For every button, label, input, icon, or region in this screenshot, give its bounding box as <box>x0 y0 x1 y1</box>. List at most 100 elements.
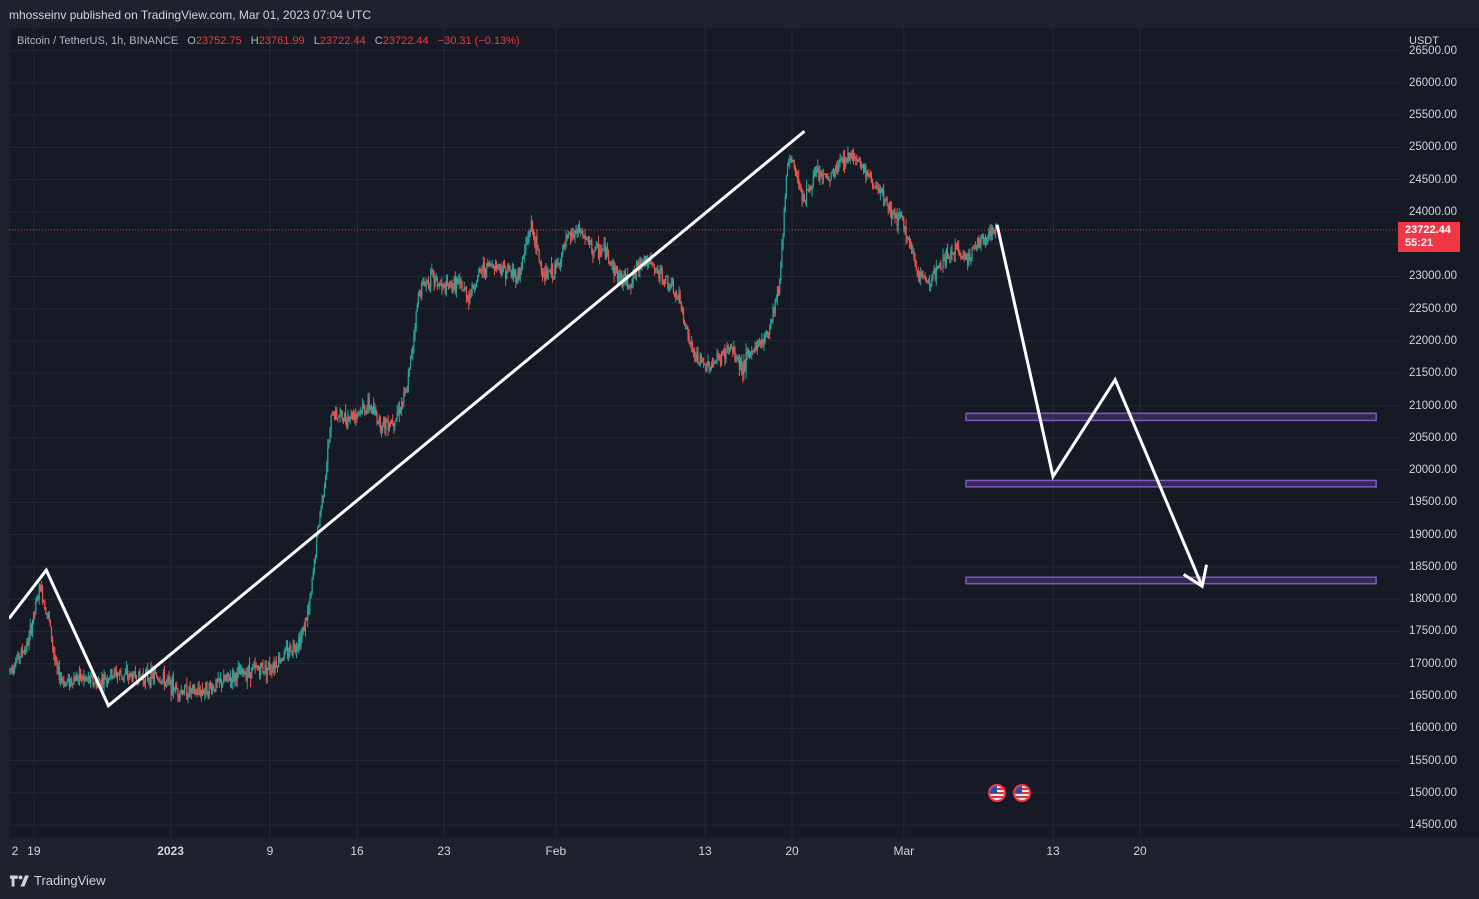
price-tick: 24000.00 <box>1409 205 1457 218</box>
candle-body <box>451 283 453 292</box>
candle-body <box>87 676 90 680</box>
candle-body <box>931 277 933 287</box>
candle-body <box>569 234 572 238</box>
price-tick: 19000.00 <box>1409 528 1457 541</box>
candle-body <box>167 677 169 681</box>
candle-body <box>774 299 776 314</box>
candle-body <box>605 248 607 258</box>
candle-body <box>479 269 481 271</box>
candle-body <box>930 286 932 288</box>
candle-body <box>599 250 601 258</box>
candle-body <box>826 175 828 177</box>
candle-body <box>21 649 24 654</box>
candle-body <box>760 342 762 345</box>
candle-body <box>12 669 15 673</box>
candle-body <box>190 688 192 694</box>
candle-body <box>913 251 915 257</box>
candle-body <box>48 613 50 620</box>
candle-body <box>214 689 216 692</box>
candle-body <box>180 690 182 692</box>
candle-body <box>745 351 747 370</box>
candle-body <box>433 271 435 283</box>
candle-body <box>125 669 128 673</box>
candle-body <box>563 244 565 247</box>
candle-body <box>675 293 677 298</box>
candle-body <box>609 261 611 263</box>
candle-body <box>484 271 487 276</box>
candle-body <box>540 263 543 272</box>
candle-body <box>292 643 294 655</box>
candle-body <box>13 666 16 670</box>
candle-body <box>886 198 888 205</box>
candle-body <box>378 417 380 423</box>
candle-body <box>927 280 930 282</box>
candle-body <box>907 238 909 240</box>
candle-body <box>684 320 686 327</box>
candle-body <box>270 670 272 672</box>
us-flag-event-icon[interactable] <box>1012 784 1031 802</box>
candle-body <box>348 416 350 420</box>
published-info: mhosseinv published on TradingView.com, … <box>9 8 371 22</box>
candle-body <box>280 658 282 662</box>
candle-body <box>805 189 808 201</box>
candle-body <box>473 288 475 290</box>
candle-body <box>233 670 235 680</box>
candle-body <box>374 409 376 414</box>
symbol-name[interactable]: Bitcoin / TetherUS, 1h, BINANCE <box>17 35 179 47</box>
price-tick: 26500.00 <box>1409 44 1457 57</box>
candle-body <box>207 695 209 697</box>
candle-body <box>229 677 232 681</box>
candle-body <box>206 682 208 696</box>
candle-body <box>942 257 944 268</box>
candle-body <box>954 244 956 254</box>
candle-body <box>572 232 574 238</box>
candle-body <box>252 667 254 669</box>
candle-body <box>72 682 74 685</box>
price-tick: 17500.00 <box>1409 625 1457 638</box>
candle-body <box>877 187 879 189</box>
candle-body <box>211 686 214 693</box>
candle-body <box>554 263 556 277</box>
candle-body <box>209 683 211 687</box>
time-tick: 2023 <box>157 844 184 858</box>
high-value: 23761.99 <box>258 35 305 47</box>
candle-body <box>361 405 364 413</box>
candle-body <box>631 283 633 288</box>
candle-body <box>977 238 979 247</box>
candle-body <box>968 253 970 265</box>
candle-body <box>408 367 411 375</box>
candle-body <box>313 559 315 572</box>
tradingview-footer[interactable]: TradingView <box>10 873 106 888</box>
candle-body <box>847 153 849 159</box>
candle-body <box>351 412 354 418</box>
price-tick: 22000.00 <box>1409 335 1457 348</box>
candle-body <box>149 679 151 687</box>
candle-body <box>138 671 140 685</box>
candle-body <box>666 275 668 277</box>
chart-pane[interactable]: Bitcoin / TetherUS, 1h, BINANCE O23752.7… <box>9 28 1401 838</box>
candle-body <box>411 353 413 356</box>
candle-body <box>856 158 858 162</box>
us-flag-event-icon[interactable] <box>988 784 1007 802</box>
candle-body <box>676 293 678 297</box>
candle-body <box>583 235 585 237</box>
candle-body <box>322 495 324 497</box>
candle-body <box>904 226 906 231</box>
candle-body <box>269 662 271 671</box>
candle-body <box>724 350 726 359</box>
low-label: L <box>313 35 320 47</box>
candle-body <box>964 254 966 260</box>
candle-body <box>172 677 175 691</box>
candle-body <box>380 429 383 432</box>
candle-body <box>311 578 313 593</box>
candle-body <box>868 173 870 176</box>
chart-canvas[interactable] <box>9 28 1401 838</box>
time-axis[interactable]: 2 19 2023 9 16 23 Feb 13 20 Mar 13 20 <box>9 838 1401 862</box>
candle-body <box>398 409 400 414</box>
candle-body <box>393 423 395 427</box>
candle-body <box>368 397 370 410</box>
candle-body <box>260 663 262 675</box>
candle-body <box>870 175 873 183</box>
candle-body <box>245 673 247 681</box>
price-axis[interactable]: USDT 26500.00 26000.00 25500.00 25000.00 245… <box>1398 28 1479 838</box>
